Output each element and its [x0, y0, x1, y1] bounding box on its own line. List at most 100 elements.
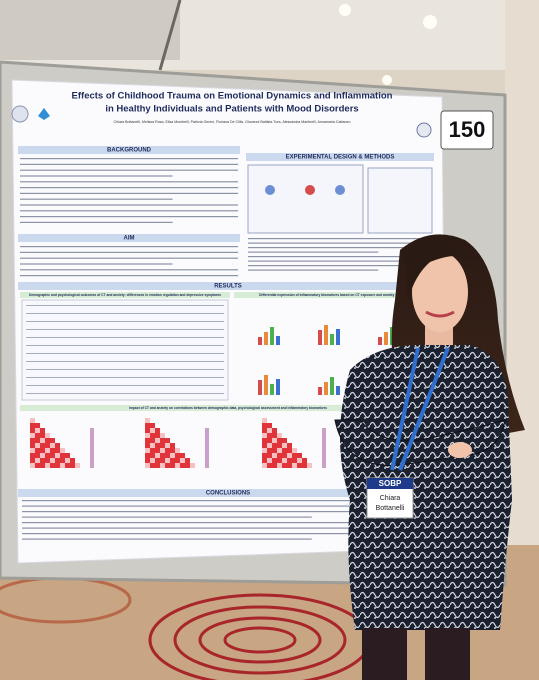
heatmap-cell [150, 423, 155, 428]
board-number: 150 [449, 117, 486, 142]
heatmap-cell [75, 463, 80, 468]
heatmap-cell [165, 458, 170, 463]
bar-icon [276, 379, 280, 395]
text-line [20, 251, 238, 253]
table-block [21, 299, 229, 401]
heatmap-cell [170, 448, 175, 453]
section-heading: EXPERIMENTAL DESIGN & METHODS [286, 155, 395, 161]
text-line [248, 265, 434, 267]
heatmap-cell [277, 448, 282, 453]
heatmap-cell [150, 448, 155, 453]
heatmap-cell [35, 433, 40, 438]
heatmap-cell [35, 463, 40, 468]
table-row [26, 393, 224, 394]
heatmap-cell [287, 458, 292, 463]
bar-icon [270, 327, 274, 345]
heatmap-cell [145, 423, 150, 428]
text-line [20, 275, 238, 277]
heatmap-cell [160, 463, 165, 468]
heatmap-cell [267, 423, 272, 428]
heatmap-cell [185, 458, 190, 463]
heatmap-cell [145, 463, 150, 468]
heatmap-cell [277, 443, 282, 448]
heatmap-cell [160, 453, 165, 458]
heatmap-cell [170, 458, 175, 463]
heatmap-cell [262, 428, 267, 433]
section-bar [18, 282, 438, 290]
heatmap-cell [160, 433, 165, 438]
text-line [20, 204, 238, 206]
text-line [22, 505, 436, 507]
heatmap-cell [40, 458, 45, 463]
heatmap-cell [50, 458, 55, 463]
heatmap-cell [40, 433, 45, 438]
text-line [20, 269, 238, 271]
heatmap-cell [272, 433, 277, 438]
heatmap-cell [150, 428, 155, 433]
heatmap-cell [267, 463, 272, 468]
subtitle-bar [20, 405, 436, 411]
heatmap-cell [302, 463, 307, 468]
heatmap-cell [145, 428, 150, 433]
text-line [22, 516, 312, 518]
text-line [22, 533, 436, 535]
heatmap-cell [60, 463, 65, 468]
heatmap-cell [180, 453, 185, 458]
text-line [248, 269, 379, 271]
text-line [20, 181, 238, 183]
heatmap-cell [272, 453, 277, 458]
heatmap-cell [165, 438, 170, 443]
heatmap-legend [90, 428, 94, 468]
heatmap-cell [282, 438, 287, 443]
heatmap-cell [292, 458, 297, 463]
heatmap-cell [155, 448, 160, 453]
heatmap-cell [45, 443, 50, 448]
text-line [248, 247, 434, 249]
bar-icon [264, 332, 268, 345]
heatmap-cell [50, 463, 55, 468]
heatmap-cell [287, 453, 292, 458]
ceiling-light [382, 75, 392, 85]
heatmap-cell [302, 458, 307, 463]
person: SOBP Chiara Bottanelli [334, 234, 525, 680]
badge-first-name: Chiara [380, 495, 401, 502]
heatmap-cell [150, 438, 155, 443]
logo [11, 105, 29, 123]
text-line [22, 511, 436, 513]
heatmap-cell [145, 458, 150, 463]
badge-last-name: Bottanelli [376, 505, 405, 512]
bar-icon [270, 384, 274, 395]
heatmap-cell [267, 443, 272, 448]
figure-icon [265, 185, 275, 195]
heatmap-cell [175, 463, 180, 468]
heatmap-cell [282, 463, 287, 468]
heatmap-cell [267, 448, 272, 453]
heatmap-cell [180, 458, 185, 463]
poster-title-line: Effects of Childhood Trauma on Emotional… [72, 91, 393, 102]
heatmap-cell [262, 418, 267, 423]
heatmap-cell [170, 463, 175, 468]
text-line [20, 163, 238, 165]
figure-icon [335, 185, 345, 195]
subtitle-bar [234, 292, 436, 298]
heatmap-cell [282, 443, 287, 448]
heatmap-cell [160, 448, 165, 453]
result-subtitle: Demographic and psychological outcomes o… [29, 293, 221, 297]
ceiling-panel [0, 0, 180, 60]
diagram-box [367, 167, 433, 234]
heatmap-cell [50, 443, 55, 448]
heatmap-cell [272, 438, 277, 443]
heatmap-cell [297, 458, 302, 463]
heatmap-cell [55, 463, 60, 468]
heatmap-cell [35, 438, 40, 443]
leg [362, 628, 407, 680]
text-line [20, 216, 238, 218]
heatmap-cell [277, 458, 282, 463]
heatmap-cell [55, 458, 60, 463]
bar-icon [336, 329, 340, 345]
poster-title-line: in Healthy Individuals and Patients with… [105, 104, 358, 115]
heatmap-cell [30, 453, 35, 458]
section-bar [246, 153, 434, 161]
lanyard [390, 347, 450, 471]
